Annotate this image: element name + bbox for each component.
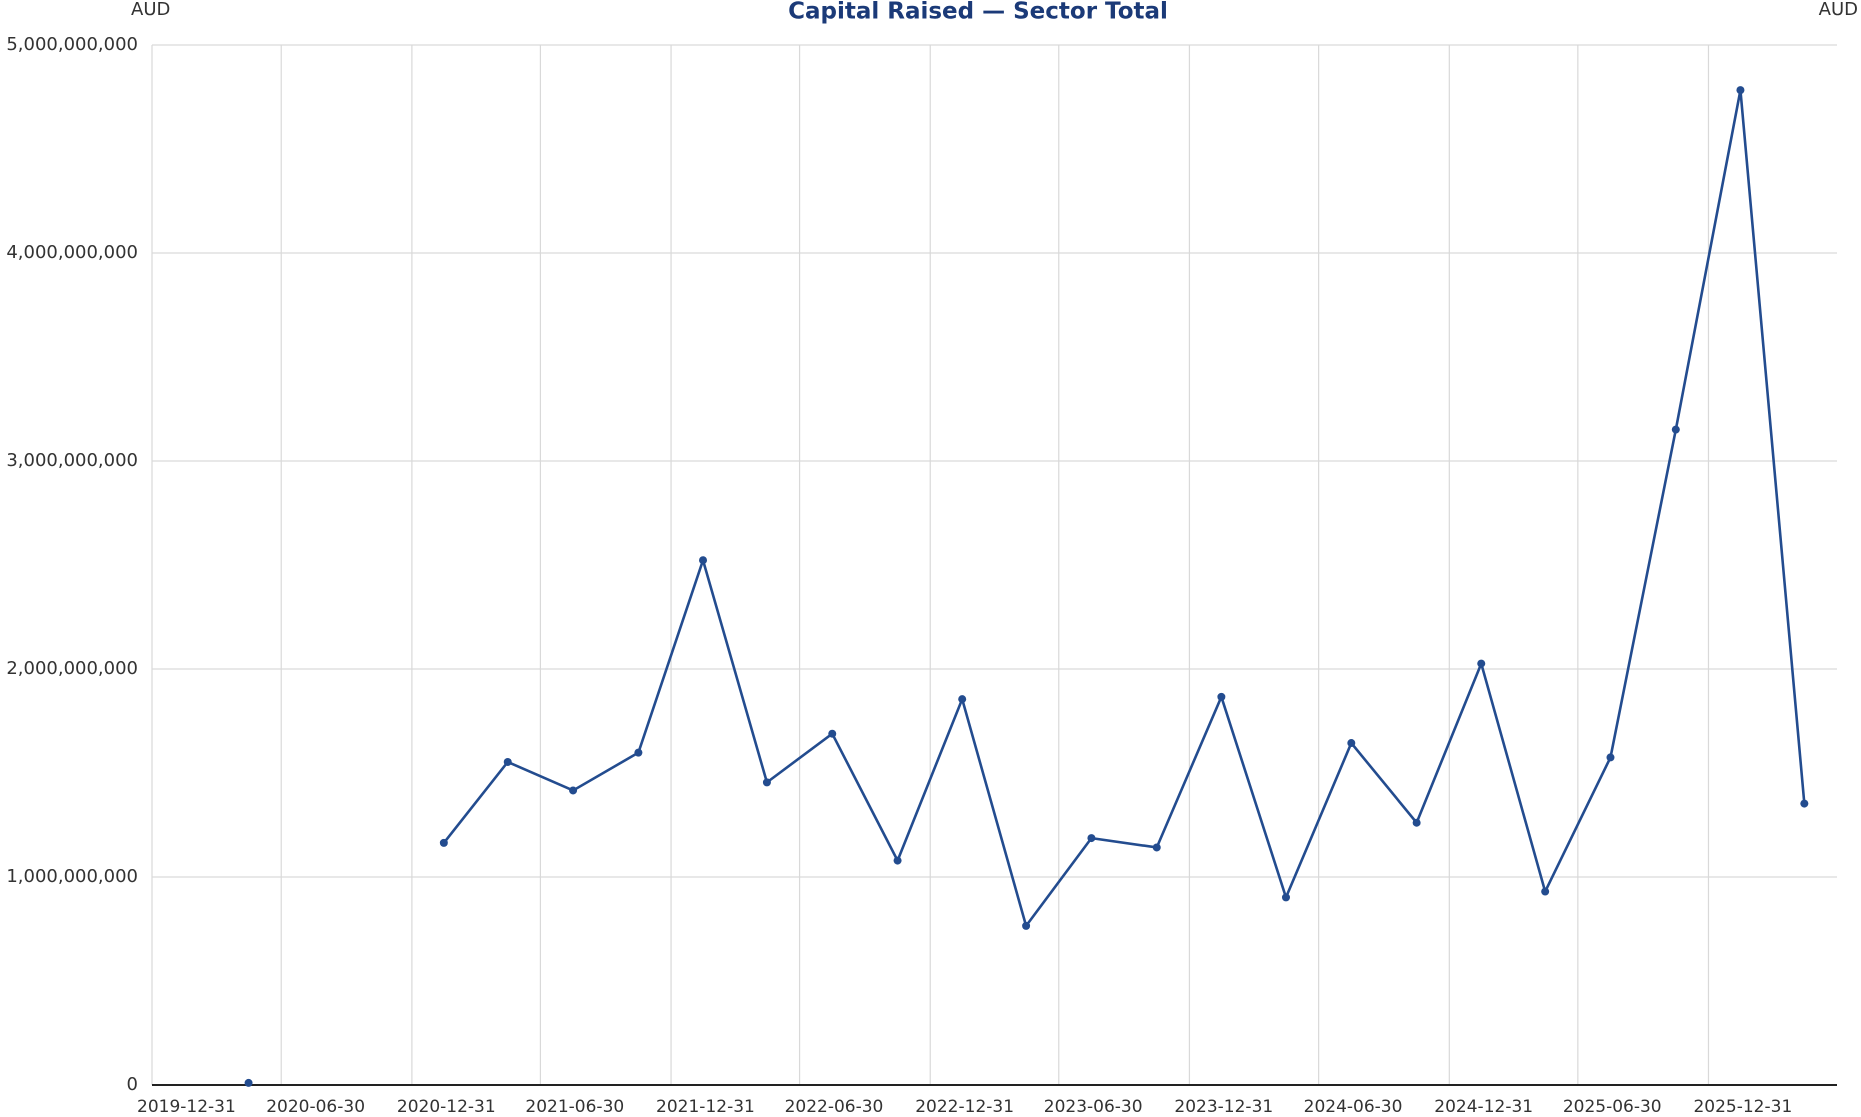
x-tick-label: 2024-12-31 (1434, 1097, 1533, 1117)
y-tick-label: 0 (127, 1074, 138, 1095)
x-tick-label: 2025-12-31 (1693, 1097, 1792, 1117)
x-tick-label: 2021-06-30 (525, 1097, 624, 1117)
y-tick-label: 3,000,000,000 (6, 450, 138, 471)
point (244, 1078, 253, 1087)
y-tick-label: 1,000,000,000 (6, 866, 138, 887)
point (439, 838, 448, 847)
point (1347, 739, 1356, 748)
point (893, 856, 902, 865)
point (1087, 834, 1096, 843)
x-tick-label: 2020-06-30 (266, 1097, 365, 1117)
x-tick-label: 2022-06-30 (785, 1097, 884, 1117)
point (762, 778, 771, 787)
point (1477, 659, 1486, 668)
point (1152, 843, 1161, 852)
x-tick-label: 2023-12-31 (1174, 1097, 1273, 1117)
point (503, 757, 512, 766)
x-tick-label: 2024-06-30 (1304, 1097, 1403, 1117)
point (1671, 425, 1680, 434)
point (1541, 887, 1550, 896)
y-tick-label: 4,000,000,000 (6, 242, 138, 263)
chart-title: Capital Raised — Sector Total (788, 0, 1168, 25)
point (1606, 753, 1615, 762)
x-tick-label: 2022-12-31 (915, 1097, 1014, 1117)
y2-axis-unit: AUD (1819, 0, 1858, 20)
point (1412, 818, 1421, 827)
point (1217, 692, 1226, 701)
point (699, 556, 708, 565)
x-tick-label: 2021-12-31 (656, 1097, 755, 1117)
x-tick-label: 2023-06-30 (1044, 1097, 1143, 1117)
line (442, 89, 1806, 929)
x-tick-label: 2025-06-30 (1563, 1097, 1662, 1117)
point (958, 695, 967, 704)
point (828, 729, 837, 738)
y-tick-label: 5,000,000,000 (6, 34, 138, 55)
point (1736, 86, 1745, 95)
point (634, 748, 643, 757)
point (1022, 921, 1031, 930)
point (1800, 799, 1809, 808)
x-tick-label: 2020-12-31 (397, 1097, 496, 1117)
x-tick-label: 2019-12-31 (137, 1097, 236, 1117)
y-tick-label: 2,000,000,000 (6, 658, 138, 679)
y-axis-unit: AUD (131, 0, 170, 20)
point (1281, 893, 1290, 902)
point (569, 786, 578, 795)
